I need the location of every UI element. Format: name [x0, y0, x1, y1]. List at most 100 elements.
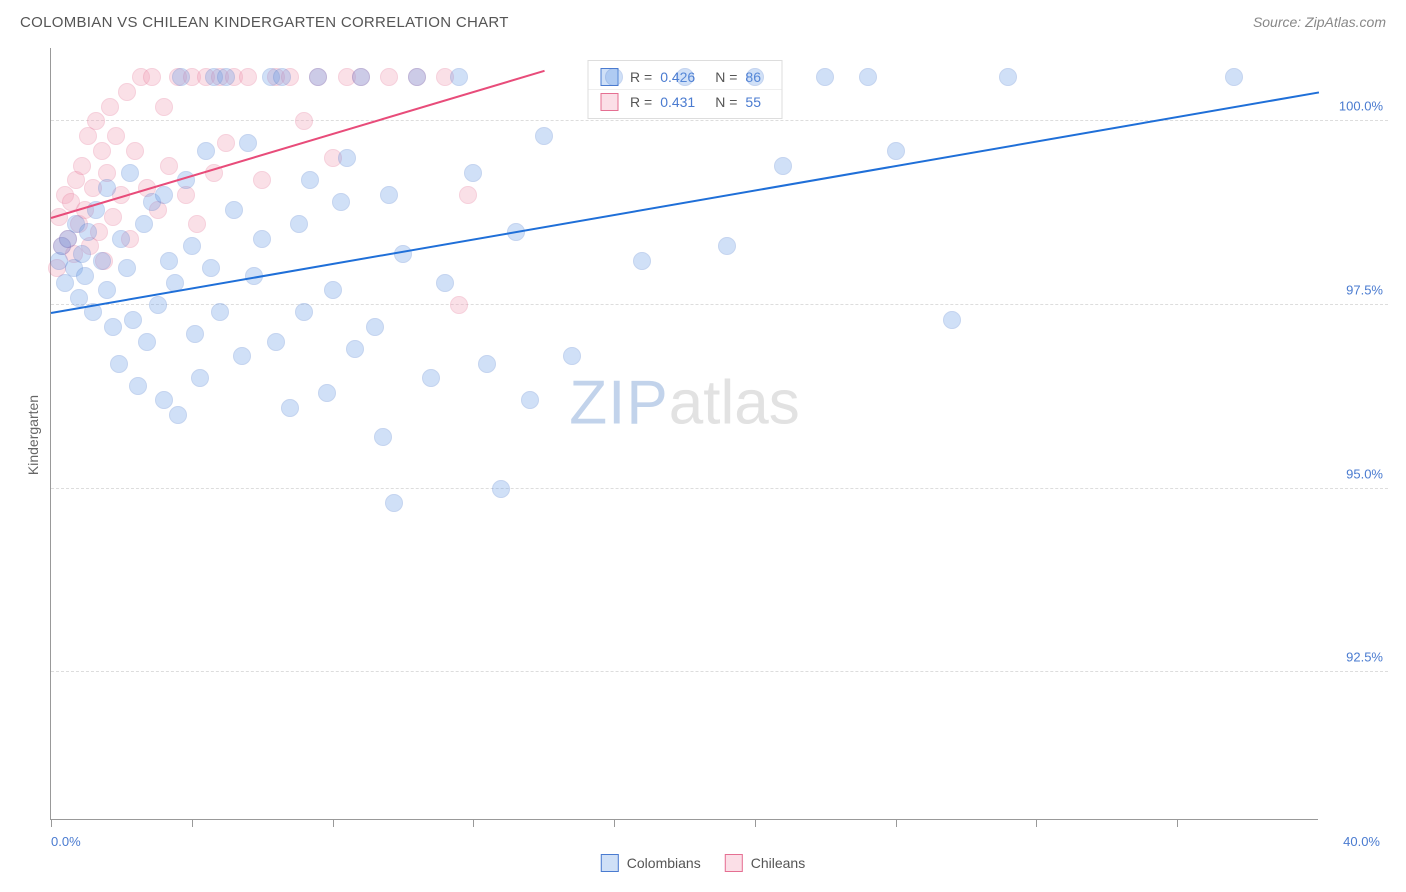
- scatter-point: [129, 377, 147, 395]
- series-swatch: [600, 93, 618, 111]
- scatter-point: [521, 391, 539, 409]
- scatter-point: [124, 311, 142, 329]
- scatter-point: [107, 127, 125, 145]
- scatter-point: [73, 245, 91, 263]
- scatter-point: [98, 281, 116, 299]
- scatter-point: [718, 237, 736, 255]
- x-tick: [755, 819, 756, 827]
- scatter-point: [155, 391, 173, 409]
- scatter-point: [295, 303, 313, 321]
- scatter-point: [887, 142, 905, 160]
- x-tick: [51, 819, 52, 827]
- scatter-point: [301, 171, 319, 189]
- gridline-horizontal: [51, 120, 1388, 121]
- stats-row: R = 0.431 N = 55: [588, 89, 781, 114]
- stat-n-value: 55: [745, 94, 761, 110]
- x-tick: [896, 819, 897, 827]
- scatter-point: [112, 230, 130, 248]
- scatter-point: [233, 347, 251, 365]
- legend-label: Colombians: [627, 855, 701, 871]
- scatter-point: [104, 318, 122, 336]
- scatter-point: [79, 223, 97, 241]
- stat-r-value: 0.431: [660, 94, 695, 110]
- bottom-legend: ColombiansChileans: [601, 854, 805, 872]
- scatter-point: [999, 68, 1017, 86]
- scatter-point: [169, 406, 187, 424]
- scatter-point: [172, 68, 190, 86]
- y-tick-label: 100.0%: [1339, 99, 1383, 114]
- scatter-point: [380, 68, 398, 86]
- legend-item: Colombians: [601, 854, 701, 872]
- scatter-point: [318, 384, 336, 402]
- chart-container: Kindergarten ZIPatlas R =0.426N =86R =0.…: [18, 40, 1388, 880]
- watermark: ZIPatlas: [569, 367, 799, 438]
- legend-swatch: [601, 854, 619, 872]
- scatter-point: [104, 208, 122, 226]
- x-tick-label: 0.0%: [51, 834, 81, 849]
- scatter-point: [563, 347, 581, 365]
- scatter-point: [366, 318, 384, 336]
- scatter-point: [73, 157, 91, 175]
- scatter-point: [217, 68, 235, 86]
- x-tick-label: 40.0%: [1343, 834, 1380, 849]
- y-tick-label: 95.0%: [1346, 466, 1383, 481]
- scatter-point: [774, 157, 792, 175]
- stat-n-label: N =: [715, 94, 737, 110]
- y-axis-label: Kindergarten: [25, 395, 41, 475]
- gridline-horizontal: [51, 671, 1388, 672]
- y-axis-label-wrap: Kindergarten: [18, 40, 48, 830]
- y-tick-label: 97.5%: [1346, 283, 1383, 298]
- scatter-point: [239, 68, 257, 86]
- scatter-point: [605, 68, 623, 86]
- scatter-point: [535, 127, 553, 145]
- scatter-point: [295, 112, 313, 130]
- scatter-point: [70, 289, 88, 307]
- x-tick: [192, 819, 193, 827]
- scatter-point: [943, 311, 961, 329]
- scatter-point: [464, 164, 482, 182]
- scatter-point: [217, 134, 235, 152]
- scatter-point: [1225, 68, 1243, 86]
- scatter-point: [374, 428, 392, 446]
- x-tick: [333, 819, 334, 827]
- scatter-point: [253, 171, 271, 189]
- stat-r-label: R =: [630, 69, 652, 85]
- scatter-point: [149, 296, 167, 314]
- scatter-point: [346, 340, 364, 358]
- scatter-point: [253, 230, 271, 248]
- scatter-point: [87, 112, 105, 130]
- scatter-point: [408, 68, 426, 86]
- scatter-point: [155, 98, 173, 116]
- stat-r-label: R =: [630, 94, 652, 110]
- scatter-point: [436, 274, 454, 292]
- scatter-point: [633, 252, 651, 270]
- scatter-point: [459, 186, 477, 204]
- scatter-point: [98, 179, 116, 197]
- watermark-atlas: atlas: [669, 368, 800, 437]
- scatter-point: [338, 149, 356, 167]
- legend-swatch: [725, 854, 743, 872]
- scatter-point: [380, 186, 398, 204]
- scatter-point: [676, 68, 694, 86]
- scatter-point: [126, 142, 144, 160]
- x-tick: [473, 819, 474, 827]
- scatter-point: [197, 142, 215, 160]
- scatter-point: [155, 186, 173, 204]
- scatter-point: [121, 164, 139, 182]
- scatter-point: [135, 215, 153, 233]
- scatter-point: [138, 333, 156, 351]
- scatter-point: [478, 355, 496, 373]
- scatter-point: [93, 252, 111, 270]
- scatter-point: [160, 157, 178, 175]
- scatter-point: [816, 68, 834, 86]
- scatter-point: [191, 369, 209, 387]
- x-tick: [1177, 819, 1178, 827]
- stat-n-label: N =: [715, 69, 737, 85]
- scatter-point: [143, 68, 161, 86]
- scatter-point: [309, 68, 327, 86]
- x-tick: [614, 819, 615, 827]
- scatter-point: [450, 296, 468, 314]
- gridline-horizontal: [51, 488, 1388, 489]
- scatter-point: [290, 215, 308, 233]
- scatter-point: [202, 259, 220, 277]
